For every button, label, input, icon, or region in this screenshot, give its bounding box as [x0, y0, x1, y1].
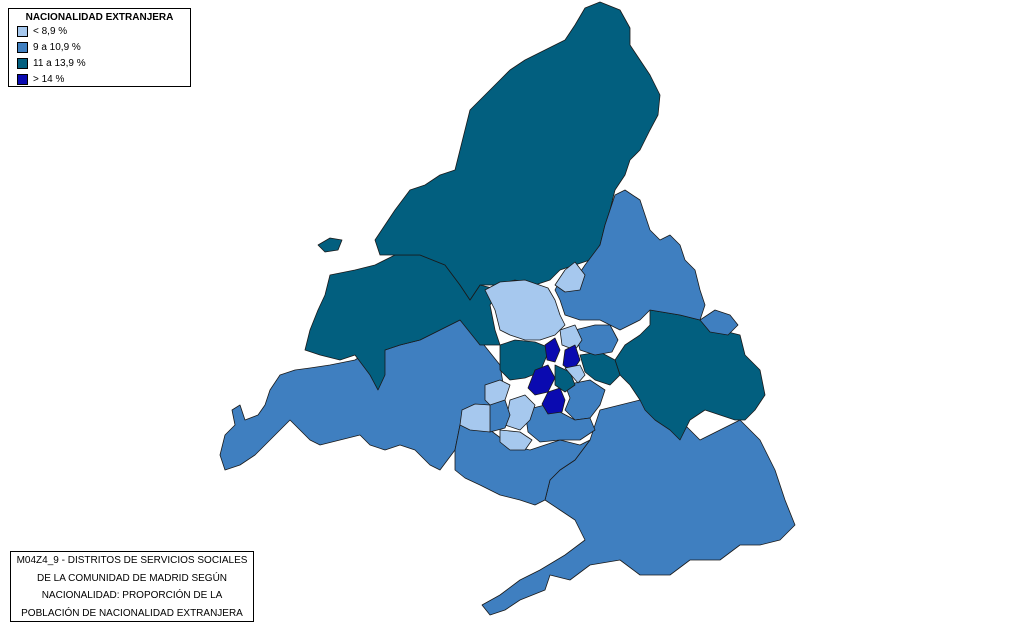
- legend-item-low: < 8,9 %: [17, 23, 190, 39]
- legend-item-medium: 9 a 10,9 %: [17, 39, 190, 55]
- district-north-light: [484, 279, 566, 341]
- district-enclave-east: [699, 309, 739, 336]
- district-north-east: [554, 189, 706, 331]
- district-north: [374, 1, 661, 301]
- caption-line-1: M04Z4_9 - DISTRITOS DE SERVICIOS SOCIALE…: [16, 555, 248, 566]
- district-north-light-tip: [554, 261, 586, 293]
- legend-item-very-high: > 14 %: [17, 71, 190, 87]
- legend-title: NACIONALIDAD EXTRANJERA: [25, 12, 174, 23]
- map-caption: M04Z4_9 - DISTRITOS DE SERVICIOS SOCIALE…: [10, 551, 254, 622]
- legend-label-medium: 9 a 10,9 %: [33, 41, 81, 53]
- district-enclave-northwest: [317, 237, 343, 253]
- district-central-n-light: [559, 324, 583, 351]
- legend-label-low: < 8,9 %: [33, 25, 68, 37]
- district-high-1: [544, 337, 561, 363]
- district-central-ne: [574, 324, 619, 356]
- district-south-west: [219, 319, 506, 471]
- legend-item-high: 11 a 13,9 %: [17, 55, 190, 71]
- legend-label-very-high: > 14 %: [33, 73, 65, 85]
- legend-swatch-very-high: [17, 73, 28, 85]
- legend-label-high: 11 a 13,9 %: [33, 57, 86, 69]
- district-central-east: [579, 351, 621, 386]
- caption-line-2: DE LA COMUNIDAD DE MADRID SEGÚN: [36, 572, 228, 584]
- district-south-east: [481, 399, 796, 616]
- caption-line-4: POBLACIÓN DE NACIONALIDAD EXTRANJERA: [21, 607, 243, 619]
- caption-line-3: NACIONALIDAD: PROPORCIÓN DE LA: [41, 590, 223, 601]
- district-central-core-light: [564, 364, 586, 384]
- legend-swatch-low: [17, 25, 28, 37]
- district-south-central: [454, 424, 591, 506]
- legend-swatch-medium: [17, 41, 28, 53]
- legend-swatch-high: [17, 57, 28, 69]
- district-sw-medium: [489, 399, 511, 433]
- map-legend: NACIONALIDAD EXTRANJERA < 8,9 % 9 a 10,9…: [8, 8, 191, 87]
- district-sw-light-4: [499, 429, 533, 451]
